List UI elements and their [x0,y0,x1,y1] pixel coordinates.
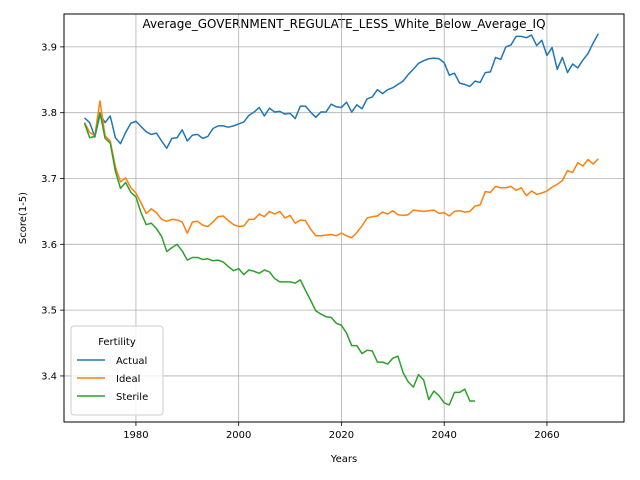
grid-lines [64,14,624,422]
plot-frame [63,13,625,423]
chart-title: Average_GOVERNMENT_REGULATE_LESS_White_B… [142,17,545,31]
x-tick-label: 2040 [431,430,456,441]
series-lines [83,33,599,406]
legend-title: Fertility [98,337,136,348]
x-tick-label: 1980 [123,430,148,441]
x-axis-label: Years [330,454,357,465]
x-tick-label: 2060 [534,430,559,441]
legend-box [70,325,164,416]
y-axis-ticks: 3.4 3.5 3.6 3.7 3.8 3.9 [41,42,64,382]
legend: Fertility Actual Ideal Sterile [70,325,164,416]
y-tick-label: 3.9 [41,42,57,53]
y-tick-label: 3.8 [41,108,57,119]
series-line-actual [84,33,599,149]
y-axis-label: Score(1-5) [18,192,29,244]
y-tick-label: 3.5 [41,306,57,317]
x-axis-ticks: 1980 2000 2020 2040 2060 [123,422,560,441]
y-tick-label: 3.4 [41,371,57,382]
y-tick-label: 3.6 [41,240,57,251]
legend-entry-sterile: Sterile [116,392,148,403]
y-tick-label: 3.7 [41,174,57,185]
x-tick-label: 2000 [226,430,251,441]
legend-entry-actual: Actual [116,356,147,367]
x-tick-label: 2020 [329,430,354,441]
series-line-ideal [83,100,599,239]
series-line-sterile [83,111,476,406]
legend-entry-ideal: Ideal [116,374,140,385]
